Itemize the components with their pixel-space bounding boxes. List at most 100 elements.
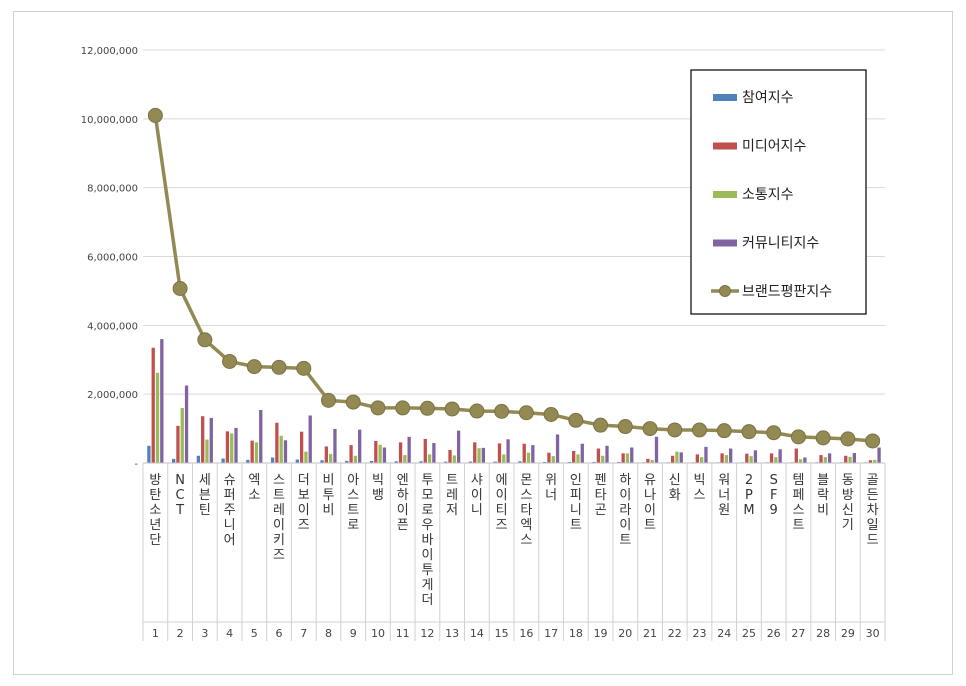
bar [201, 416, 205, 463]
bar [601, 455, 605, 463]
line-point [172, 281, 188, 297]
rank-label: 25 [742, 627, 756, 640]
bar [444, 461, 448, 463]
bar [844, 455, 848, 463]
rank-label: 28 [816, 627, 830, 640]
bar [419, 461, 423, 463]
line-point [370, 400, 386, 416]
bar [432, 443, 436, 463]
rank-label: 14 [470, 627, 484, 640]
bar [329, 454, 333, 463]
bar [518, 461, 522, 463]
bar [324, 446, 328, 463]
legend-label: 참여지수 [742, 90, 794, 106]
line-point [419, 400, 435, 416]
bar [320, 460, 324, 463]
bar [184, 385, 189, 463]
bar [576, 454, 580, 463]
bar [456, 430, 461, 463]
bar [827, 453, 832, 463]
bar [353, 455, 358, 463]
bar [230, 433, 234, 463]
line-point [741, 424, 757, 440]
legend-marker [719, 285, 731, 297]
rank-label: 12 [420, 627, 434, 640]
bar [654, 436, 659, 463]
bar [176, 425, 180, 463]
rank-label: 22 [668, 627, 682, 640]
line-point [395, 400, 411, 416]
bar [769, 453, 774, 463]
rank-label: 1 [152, 627, 159, 640]
bar [172, 458, 176, 463]
bar [151, 347, 155, 463]
gridlines [143, 49, 885, 395]
bar [745, 453, 749, 463]
bar [452, 455, 456, 463]
bar [506, 439, 510, 463]
bar [225, 431, 230, 463]
bar [234, 427, 238, 463]
rank-label: 24 [717, 627, 731, 640]
bar [720, 453, 724, 463]
y-tick-label: 6,000,000 [87, 253, 138, 264]
bar [147, 445, 151, 463]
rank-label: 30 [866, 627, 880, 640]
axes: - 2,000,000 4,000,000 6,000,000 8,000,000 10,… [81, 46, 886, 641]
bar [259, 409, 263, 463]
bar [423, 438, 427, 463]
rank-label: 27 [791, 627, 805, 640]
bar [555, 434, 560, 463]
bar [299, 431, 304, 463]
bar [502, 454, 506, 463]
bar [221, 458, 225, 463]
bar [295, 459, 299, 463]
rank-label: 23 [693, 627, 707, 640]
rank-label: 10 [371, 627, 385, 640]
bar [473, 442, 477, 463]
line-point [593, 417, 609, 433]
line-point [246, 359, 262, 375]
bar [333, 428, 337, 463]
rank-label: 19 [594, 627, 608, 640]
line-point [790, 429, 806, 445]
bar [155, 372, 160, 463]
bar [493, 461, 497, 463]
rank-label: 5 [251, 627, 258, 640]
bar [369, 460, 374, 463]
line-point [147, 107, 163, 123]
bar [823, 457, 827, 463]
legend-label: 미디어지수 [742, 139, 807, 155]
bar [551, 456, 555, 463]
line-point [469, 403, 485, 419]
rank-label: 21 [643, 627, 657, 640]
line-point [444, 401, 460, 417]
bar [567, 461, 572, 463]
bar [547, 452, 551, 463]
bars [147, 339, 881, 463]
line-point [222, 353, 238, 369]
line-point [692, 422, 707, 438]
bar [729, 448, 733, 463]
rank-label: 9 [350, 627, 357, 640]
rank-label: 16 [519, 627, 533, 640]
bar [695, 454, 699, 463]
bar [246, 459, 250, 463]
legend-label: 소통지수 [742, 187, 794, 203]
